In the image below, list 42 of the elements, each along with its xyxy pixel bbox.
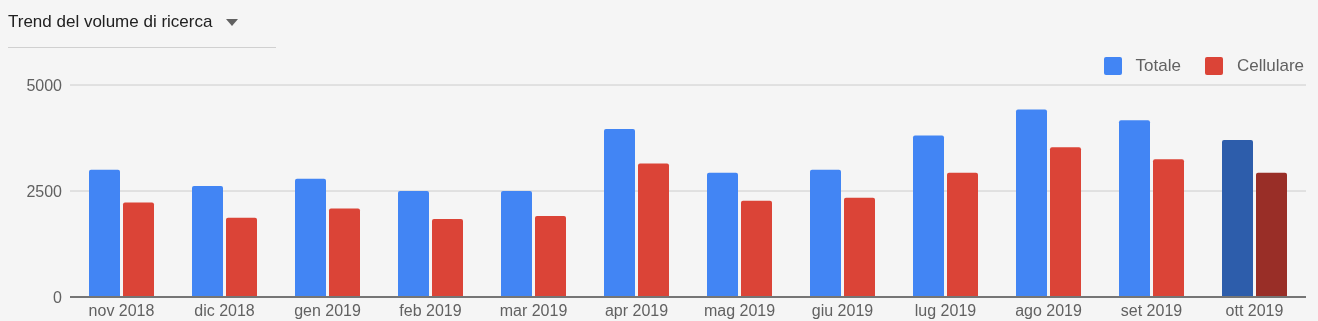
- bar: [913, 135, 944, 297]
- bar: [501, 191, 532, 297]
- x-tick-label: lug 2019: [914, 302, 977, 320]
- y-tick-label: 2500: [26, 182, 63, 200]
- bar: [638, 163, 669, 297]
- bar: [810, 169, 841, 297]
- bar: [329, 208, 360, 297]
- x-tick-label: set 2019: [1120, 302, 1183, 320]
- x-tick-label: gen 2019: [294, 302, 361, 320]
- x-tick-label: nov 2018: [88, 302, 155, 320]
- legend-label: Cellulare: [1236, 56, 1304, 76]
- x-tick-label: giu 2019: [811, 302, 874, 320]
- bar: [226, 217, 257, 297]
- bar: [741, 200, 772, 297]
- bar: [295, 178, 326, 297]
- bar: [947, 172, 978, 297]
- legend-label: Totale: [1135, 56, 1181, 76]
- x-tick-label: feb 2019: [399, 302, 462, 320]
- bar: [1256, 172, 1287, 297]
- bar: [1016, 109, 1047, 297]
- bar: [123, 202, 154, 297]
- bar: [604, 129, 635, 297]
- y-tick-label: 0: [53, 288, 63, 306]
- bar: [192, 185, 223, 297]
- bar: [707, 172, 738, 297]
- bar: [844, 197, 875, 297]
- y-tick-label: 5000: [26, 76, 63, 94]
- bar: [89, 169, 120, 297]
- bar: [1119, 120, 1150, 297]
- x-tick-label: ago 2019: [1015, 302, 1082, 320]
- x-tick-label: mar 2019: [499, 302, 568, 320]
- bar: [398, 191, 429, 297]
- x-tick-label: ott 2019: [1225, 302, 1284, 320]
- x-tick-label: mag 2019: [703, 302, 776, 320]
- bar: [1050, 147, 1081, 297]
- x-tick-label: apr 2019: [604, 302, 669, 320]
- chart-title: Trend del volume di ricerca: [8, 12, 213, 32]
- x-tick-label: dic 2018: [194, 302, 255, 320]
- bar: [1222, 140, 1253, 297]
- bar: [432, 218, 463, 297]
- bar: [535, 216, 566, 297]
- bar: [1153, 159, 1184, 297]
